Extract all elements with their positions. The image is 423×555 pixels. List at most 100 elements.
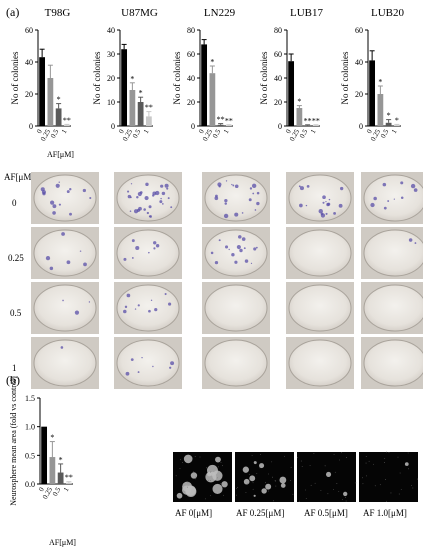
speck <box>341 499 343 501</box>
neurosphere <box>183 454 193 464</box>
colony <box>338 203 343 208</box>
colony <box>125 371 130 376</box>
colony <box>328 198 331 201</box>
colony <box>252 192 255 195</box>
colony <box>161 191 166 196</box>
chart-title: LN229 <box>204 7 236 19</box>
colony <box>325 212 328 215</box>
colony <box>69 188 72 191</box>
plates-row-label-0: 0 <box>12 198 17 208</box>
chart-title: LUB17 <box>290 7 324 19</box>
culture-plate <box>116 339 180 387</box>
y-tick-label: 10 <box>107 98 115 107</box>
neurosphere <box>265 483 272 490</box>
colony <box>383 206 387 210</box>
neurosphere <box>404 462 409 466</box>
speck <box>289 480 291 481</box>
colony <box>322 201 325 204</box>
chart-title: U87MG <box>121 7 158 19</box>
speck <box>179 468 181 470</box>
colony <box>49 266 54 271</box>
bar <box>217 124 224 126</box>
speck <box>310 484 312 486</box>
colony <box>152 365 154 368</box>
colony <box>131 239 135 243</box>
y-tick-label: 60 <box>187 50 195 59</box>
colony <box>160 197 162 200</box>
speck <box>220 461 222 463</box>
colony <box>218 239 221 242</box>
speck <box>368 460 370 462</box>
speck <box>210 471 211 473</box>
y-tick-label: 40 <box>274 74 282 83</box>
colony <box>249 187 253 190</box>
colony <box>408 238 413 242</box>
speck <box>301 465 303 467</box>
colony <box>253 247 257 251</box>
speck <box>248 473 250 475</box>
colony <box>370 202 375 208</box>
speck <box>346 457 347 458</box>
colony <box>52 204 57 209</box>
colony <box>373 196 377 201</box>
speck <box>194 456 196 457</box>
colony <box>255 246 258 249</box>
speck <box>332 489 334 490</box>
colony <box>231 253 235 257</box>
speck <box>222 494 224 496</box>
speck <box>187 482 189 484</box>
x-tick-label: 0 <box>197 128 206 135</box>
colony <box>74 310 80 315</box>
bar <box>63 125 70 126</box>
colony <box>238 235 242 239</box>
significance-mark: ** <box>312 116 320 125</box>
colony <box>153 241 157 245</box>
bar <box>296 108 303 126</box>
x-tick-label: 1 <box>60 128 69 135</box>
speck <box>180 459 181 461</box>
neurosphere <box>242 466 249 473</box>
speck <box>182 462 183 463</box>
speck <box>304 489 306 491</box>
colony <box>69 212 72 216</box>
culture-plate <box>204 339 268 387</box>
speck <box>384 462 386 463</box>
speck <box>366 475 367 477</box>
culture-plate <box>116 229 180 277</box>
neurosphere <box>212 483 223 494</box>
colony <box>234 260 238 264</box>
colony <box>127 190 130 193</box>
significance-mark: ** <box>217 115 225 124</box>
speck <box>300 460 302 462</box>
culture-plate <box>363 339 423 387</box>
colony <box>224 202 227 205</box>
speck <box>314 482 316 484</box>
x-tick-label: 1 <box>222 128 231 135</box>
colony <box>236 244 241 250</box>
speck <box>362 483 364 485</box>
colony <box>231 183 233 186</box>
speck <box>336 483 338 484</box>
speck <box>236 488 238 490</box>
colony <box>217 182 222 187</box>
bar <box>385 122 392 126</box>
y-tick-label: 40 <box>107 26 115 35</box>
y-axis-label: No of colonies <box>259 51 269 104</box>
colony <box>137 371 140 374</box>
speck <box>386 451 387 453</box>
speck <box>309 465 311 467</box>
x-tick-label: 0 <box>117 128 126 135</box>
x-tick-label: 0.5 <box>51 486 63 498</box>
colony <box>224 198 228 203</box>
speck <box>274 479 276 481</box>
neurosphere <box>243 478 250 485</box>
colony <box>50 200 55 205</box>
y-tick-label: 80 <box>274 26 282 35</box>
neurosphere <box>280 483 286 488</box>
colony <box>124 305 128 309</box>
bar <box>57 472 64 484</box>
colony <box>170 361 175 366</box>
speck <box>374 485 376 487</box>
colony <box>130 358 134 362</box>
